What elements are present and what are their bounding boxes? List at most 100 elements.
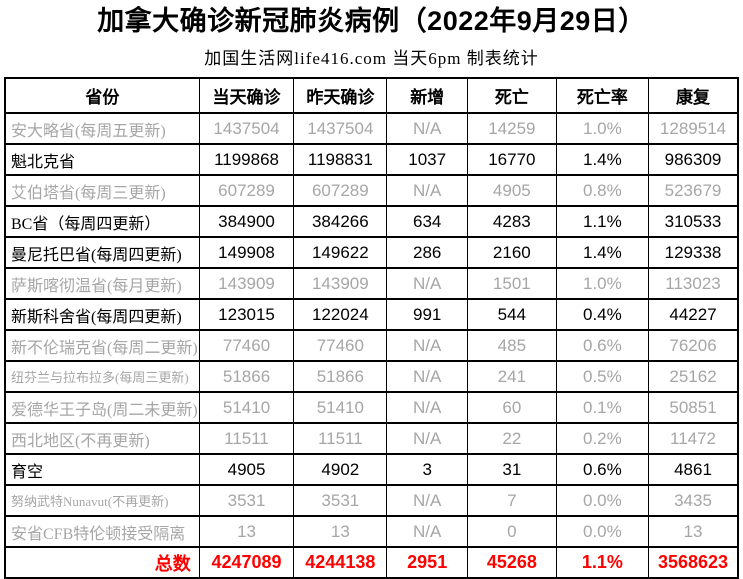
today-cases-cell: 3531 — [198, 484, 295, 518]
yesterday-cases-cell: 149622 — [293, 236, 388, 270]
table-row: 努纳武特Nunavut(不再更新) 3531 3531 N/A 7 0.0% 3… — [4, 484, 739, 518]
recovered-cell: 1289514 — [648, 112, 739, 146]
province-cell: 魁北克省 — [4, 143, 200, 177]
today-cases-cell: 123015 — [198, 298, 295, 332]
recovered-cell: 13 — [648, 515, 739, 549]
today-cases-cell: 384900 — [198, 205, 295, 239]
new-cases-cell: N/A — [386, 174, 468, 208]
province-cell: 爱德华王子岛(周二未更新) — [4, 391, 200, 425]
recovered-cell: 4861 — [648, 453, 739, 487]
death-rate-cell: 0.4% — [555, 298, 650, 332]
province-cell: 新斯科舍省(每周四更新) — [4, 298, 200, 332]
death-rate-cell: 0.0% — [555, 515, 650, 549]
province-cell: 育空 — [4, 453, 200, 487]
province-cell: BC省（每周四更新） — [4, 205, 200, 239]
table-row: 新不伦瑞克省(每周二更新) 77460 77460 N/A 485 0.6% 7… — [4, 329, 739, 363]
today-cases-cell: 143909 — [198, 267, 295, 301]
death-rate-cell: 0.2% — [555, 422, 650, 456]
death-rate-cell: 0.8% — [555, 174, 650, 208]
yesterday-cases-cell: 11511 — [293, 422, 388, 456]
death-rate-cell: 1.4% — [555, 236, 650, 270]
death-rate-cell: 1.0% — [555, 267, 650, 301]
yesterday-cases-cell: 122024 — [293, 298, 388, 332]
total-new-cases: 2951 — [386, 546, 468, 579]
table-total-row: 总数 4247089 4244138 2951 45268 1.1% 35686… — [4, 546, 739, 579]
new-cases-cell: 1037 — [386, 143, 468, 177]
recovered-cell: 3435 — [648, 484, 739, 518]
deaths-cell: 2160 — [467, 236, 557, 270]
recovered-cell: 310533 — [648, 205, 739, 239]
header-province: 省份 — [4, 77, 200, 115]
province-cell: 曼尼托巴省(每周四更新) — [4, 236, 200, 270]
total-yesterday-cases: 4244138 — [293, 546, 388, 579]
today-cases-cell: 51410 — [198, 391, 295, 425]
recovered-cell: 113023 — [648, 267, 739, 301]
deaths-cell: 7 — [467, 484, 557, 518]
table-row: 艾伯塔省(每周三更新) 607289 607289 N/A 4905 0.8% … — [4, 174, 739, 208]
deaths-cell: 14259 — [467, 112, 557, 146]
province-cell: 艾伯塔省(每周三更新) — [4, 174, 200, 208]
today-cases-cell: 4905 — [198, 453, 295, 487]
deaths-cell: 0 — [467, 515, 557, 549]
table-row: 纽芬兰与拉布拉多(每周三更新) 51866 51866 N/A 241 0.5%… — [4, 360, 739, 394]
province-cell: 萨斯喀彻温省(每月更新) — [4, 267, 200, 301]
deaths-cell: 4905 — [467, 174, 557, 208]
new-cases-cell: N/A — [386, 329, 468, 363]
yesterday-cases-cell: 143909 — [293, 267, 388, 301]
yesterday-cases-cell: 3531 — [293, 484, 388, 518]
yesterday-cases-cell: 1437504 — [293, 112, 388, 146]
new-cases-cell: 991 — [386, 298, 468, 332]
today-cases-cell: 51866 — [198, 360, 295, 394]
today-cases-cell: 77460 — [198, 329, 295, 363]
deaths-cell: 241 — [467, 360, 557, 394]
total-recovered: 3568623 — [648, 546, 739, 579]
header-death-rate: 死亡率 — [555, 77, 650, 115]
yesterday-cases-cell: 607289 — [293, 174, 388, 208]
header-yesterday-cases: 昨天确诊 — [293, 77, 388, 115]
province-cell: 安省CFB特伦顿接受隔离 — [4, 515, 200, 549]
deaths-cell: 60 — [467, 391, 557, 425]
province-cell: 努纳武特Nunavut(不再更新) — [4, 484, 200, 518]
table-row: 西北地区(不再更新) 11511 11511 N/A 22 0.2% 11472 — [4, 422, 739, 456]
death-rate-cell: 0.1% — [555, 391, 650, 425]
today-cases-cell: 11511 — [198, 422, 295, 456]
yesterday-cases-cell: 13 — [293, 515, 388, 549]
recovered-cell: 523679 — [648, 174, 739, 208]
recovered-cell: 50851 — [648, 391, 739, 425]
province-cell: 安大略省(每周五更新) — [4, 112, 200, 146]
recovered-cell: 129338 — [648, 236, 739, 270]
today-cases-cell: 13 — [198, 515, 295, 549]
table-row: 安大略省(每周五更新) 1437504 1437504 N/A 14259 1.… — [4, 112, 739, 146]
yesterday-cases-cell: 384266 — [293, 205, 388, 239]
recovered-cell: 11472 — [648, 422, 739, 456]
death-rate-cell: 1.4% — [555, 143, 650, 177]
total-death-rate: 1.1% — [555, 546, 650, 579]
table-row: BC省（每周四更新） 384900 384266 634 4283 1.1% 3… — [4, 205, 739, 239]
table-row: 曼尼托巴省(每周四更新) 149908 149622 286 2160 1.4%… — [4, 236, 739, 270]
page-subtitle: 加国生活网life416.com 当天6pm 制表统计 — [204, 49, 539, 69]
death-rate-cell: 1.1% — [555, 205, 650, 239]
table-row: 魁北克省 1199868 1198831 1037 16770 1.4% 986… — [4, 143, 739, 177]
new-cases-cell: 286 — [386, 236, 468, 270]
death-rate-cell: 0.5% — [555, 360, 650, 394]
header-deaths: 死亡 — [467, 77, 557, 115]
province-cell: 新不伦瑞克省(每周二更新) — [4, 329, 200, 363]
yesterday-cases-cell: 4902 — [293, 453, 388, 487]
new-cases-cell: N/A — [386, 267, 468, 301]
table-row: 新斯科舍省(每周四更新) 123015 122024 991 544 0.4% … — [4, 298, 739, 332]
today-cases-cell: 1437504 — [198, 112, 295, 146]
death-rate-cell: 0.6% — [555, 453, 650, 487]
death-rate-cell: 1.0% — [555, 112, 650, 146]
new-cases-cell: N/A — [386, 112, 468, 146]
total-label: 总数 — [4, 546, 200, 579]
covid-stats-table: 省份 当天确诊 昨天确诊 新增 死亡 死亡率 康复 安大略省(每周五更新) 14… — [4, 77, 739, 579]
new-cases-cell: 3 — [386, 453, 468, 487]
yesterday-cases-cell: 77460 — [293, 329, 388, 363]
table-row: 爱德华王子岛(周二未更新) 51410 51410 N/A 60 0.1% 50… — [4, 391, 739, 425]
today-cases-cell: 607289 — [198, 174, 295, 208]
total-deaths: 45268 — [467, 546, 557, 579]
total-today-cases: 4247089 — [198, 546, 295, 579]
new-cases-cell: N/A — [386, 484, 468, 518]
header-today-cases: 当天确诊 — [198, 77, 295, 115]
